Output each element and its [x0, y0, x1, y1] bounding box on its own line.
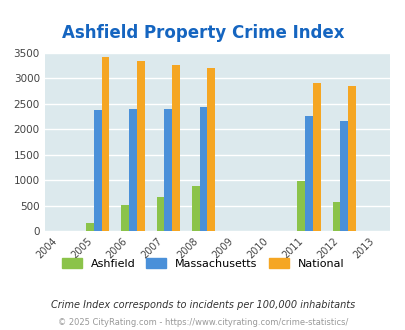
Bar	[86, 223, 94, 231]
Text: Crime Index corresponds to incidents per 100,000 inhabitants: Crime Index corresponds to incidents per…	[51, 300, 354, 310]
Bar	[172, 64, 179, 231]
Bar	[297, 181, 305, 231]
Bar	[305, 116, 312, 231]
Bar	[129, 109, 136, 231]
Text: Ashfield Property Crime Index: Ashfield Property Crime Index	[62, 24, 343, 42]
Bar	[164, 109, 172, 231]
Bar	[102, 57, 109, 231]
Bar	[332, 202, 340, 231]
Bar	[192, 186, 199, 231]
Bar	[156, 197, 164, 231]
Bar	[199, 107, 207, 231]
Bar	[121, 205, 129, 231]
Bar	[207, 68, 215, 231]
Bar	[340, 121, 347, 231]
Bar	[347, 86, 355, 231]
Bar	[94, 110, 102, 231]
Text: © 2025 CityRating.com - https://www.cityrating.com/crime-statistics/: © 2025 CityRating.com - https://www.city…	[58, 318, 347, 327]
Legend: Ashfield, Massachusetts, National: Ashfield, Massachusetts, National	[57, 254, 348, 273]
Bar	[312, 83, 320, 231]
Bar	[136, 61, 144, 231]
